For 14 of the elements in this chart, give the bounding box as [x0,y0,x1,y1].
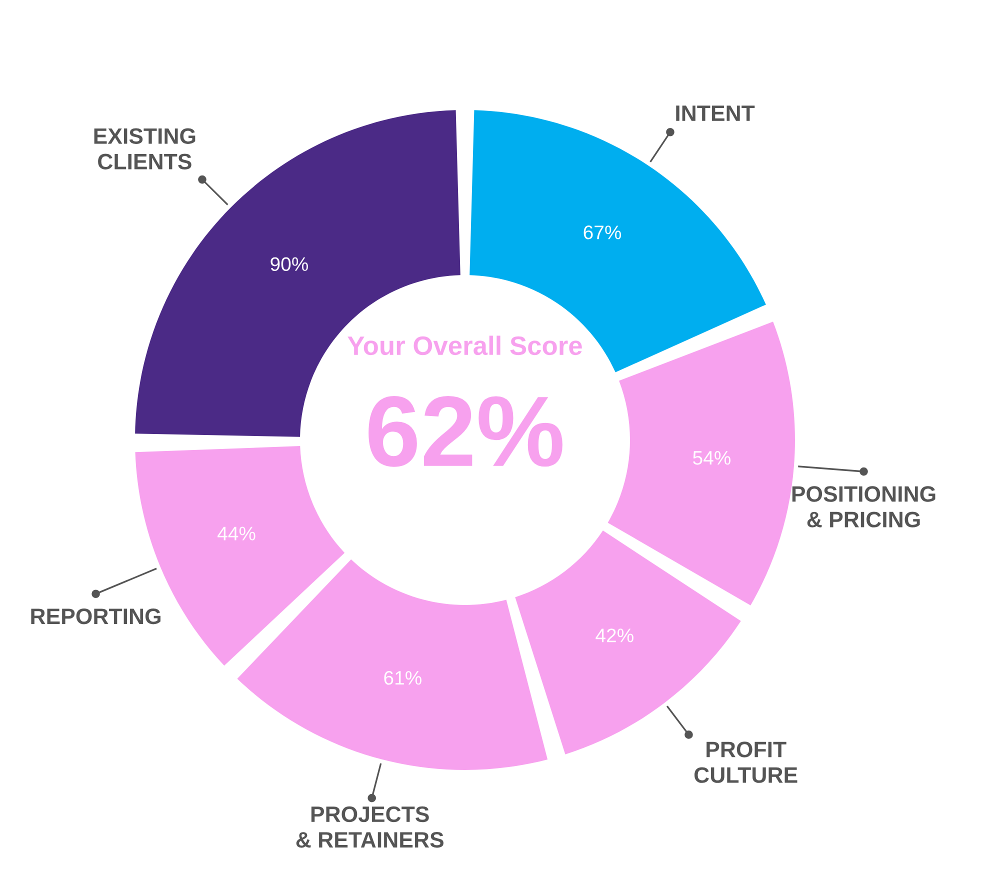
data-label: 61% [384,670,422,685]
data-label: 42% [596,628,634,642]
slice-label: REPORTING [31,608,160,624]
slice-label: POSITIONING & PRICING [792,486,936,528]
slice-label: PROFIT CULTURE [694,742,798,783]
slice-label: PROJECTS & RETAINERS [296,806,444,848]
data-label: 54% [693,451,730,465]
data-label: 44% [218,526,256,540]
text: 62% [368,396,562,467]
slice-label: EXISTING CLIENTS [94,128,196,170]
data-label: 90% [270,257,308,271]
text: Your Overall Score [348,336,582,356]
data-label: 67% [584,226,622,240]
slice-label: INTENT [676,106,755,121]
